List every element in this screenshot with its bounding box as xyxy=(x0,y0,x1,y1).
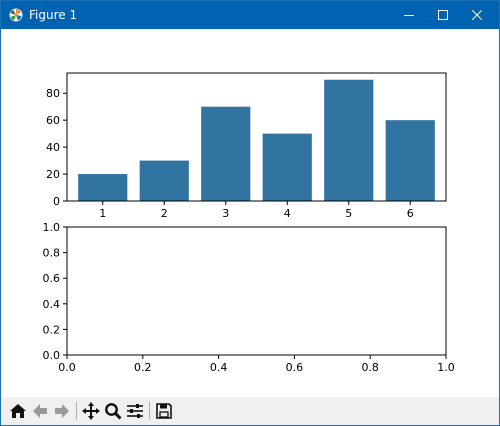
x-tick-label: 2 xyxy=(161,207,168,220)
close-icon xyxy=(472,10,482,20)
y-tick-label: 80 xyxy=(46,87,60,100)
x-tick-label: 0.2 xyxy=(134,361,152,374)
x-tick-label: 4 xyxy=(284,207,291,220)
minimize-button[interactable] xyxy=(391,1,427,29)
x-tick-label: 6 xyxy=(407,207,414,220)
x-tick-label: 0.0 xyxy=(58,361,76,374)
y-tick-label: 0 xyxy=(53,195,60,208)
x-tick-label: 1 xyxy=(99,207,106,220)
configure-subplots-button[interactable] xyxy=(124,400,146,422)
back-button[interactable] xyxy=(29,400,51,422)
empty-axes[interactable]: 0.0 0.2 0.4 0.6 0.8 1.0 0.0 0.2 0.4 0.6 0.8 1.0 xyxy=(43,221,455,374)
title-bar[interactable]: Figure 1 xyxy=(1,1,499,29)
bar xyxy=(78,174,128,201)
y-tick-label: 1.0 xyxy=(43,221,61,234)
minimize-icon xyxy=(404,15,414,16)
bar xyxy=(139,160,189,201)
bar xyxy=(201,106,251,201)
pan-icon xyxy=(82,402,100,420)
toolbar-separator xyxy=(76,402,77,420)
forward-icon xyxy=(55,404,69,418)
y-tick-label: 0.8 xyxy=(43,247,61,260)
y-tick-label: 0.2 xyxy=(43,323,61,336)
home-button[interactable] xyxy=(7,400,29,422)
y-tick-label: 0.0 xyxy=(43,349,61,362)
close-button[interactable] xyxy=(459,1,495,29)
configure-subplots-icon xyxy=(127,404,143,418)
matplotlib-logo-icon xyxy=(9,8,23,22)
x-tick-label: 1.0 xyxy=(437,361,455,374)
x-tick-label: 0.6 xyxy=(286,361,304,374)
bar xyxy=(262,133,312,201)
axes-frame xyxy=(66,72,447,202)
axes-frame xyxy=(66,226,447,356)
bar xyxy=(385,120,435,201)
maximize-button[interactable] xyxy=(425,1,461,29)
y-tick-label: 0.4 xyxy=(43,298,61,311)
home-icon xyxy=(10,404,26,418)
x-tick-label: 0.4 xyxy=(210,361,228,374)
window-title: Figure 1 xyxy=(29,8,78,22)
forward-button[interactable] xyxy=(51,400,73,422)
maximize-icon xyxy=(438,10,448,20)
x-tick-label: 0.8 xyxy=(361,361,379,374)
zoom-button[interactable] xyxy=(102,400,124,422)
x-tick-label: 3 xyxy=(222,207,229,220)
figure-canvas[interactable]: 1 2 3 4 5 6 0 20 40 60 80 0.0 0.2 0.4 0.6 0.8 1.0 0.0 0.2… xyxy=(1,29,499,397)
bar xyxy=(324,79,374,201)
x-tick-label: 5 xyxy=(345,207,352,220)
back-icon xyxy=(33,404,47,418)
toolbar-separator xyxy=(149,402,150,420)
save-button[interactable] xyxy=(153,400,175,422)
y-tick-label: 60 xyxy=(46,114,60,127)
navigation-toolbar xyxy=(1,397,499,425)
save-icon xyxy=(156,403,172,419)
zoom-icon xyxy=(105,403,122,420)
y-tick-label: 20 xyxy=(46,168,60,181)
y-tick-label: 40 xyxy=(46,141,60,154)
y-tick-label: 0.6 xyxy=(43,272,61,285)
pan-button[interactable] xyxy=(80,400,102,422)
